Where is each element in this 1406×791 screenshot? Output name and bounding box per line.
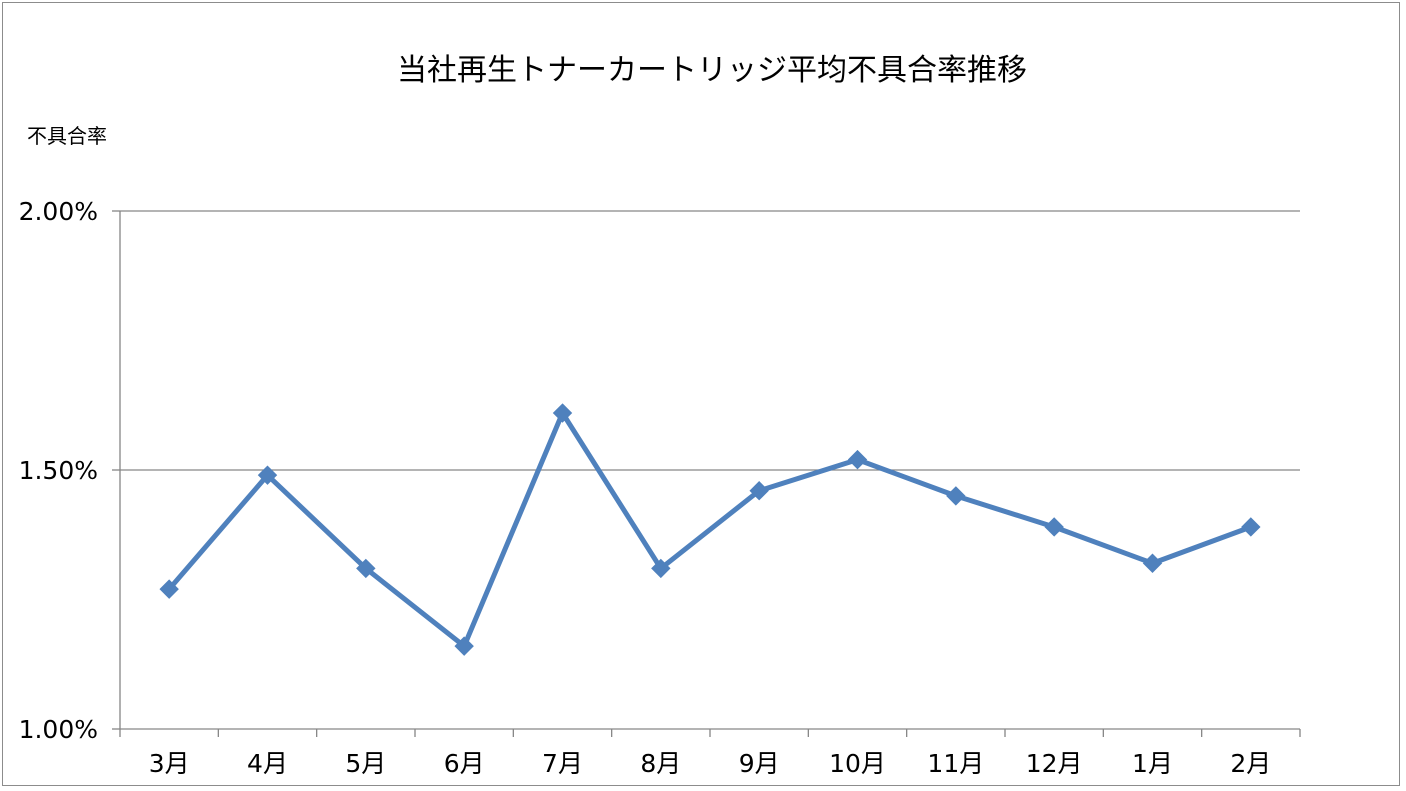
data-series [159, 403, 1261, 656]
data-point-marker [1241, 517, 1261, 537]
y-tick-label: 1.50% [19, 456, 98, 485]
data-point-marker [847, 449, 868, 470]
x-tick-label: 11月 [927, 749, 984, 778]
x-tick-labels: 3月 4月 5月 6月 7月 8月 9月 10月 11月 12月 1月 2月 [149, 749, 1272, 778]
x-tick-label: 12月 [1026, 749, 1083, 778]
data-point-marker [1044, 517, 1064, 537]
data-point-marker [356, 558, 376, 579]
axes [112, 210, 1301, 737]
x-tick-label: 2月 [1230, 749, 1271, 778]
y-tick-label: 2.00% [19, 197, 98, 226]
series-line [166, 410, 1254, 649]
data-point-marker [749, 481, 769, 501]
data-point-marker [159, 579, 179, 599]
data-point-marker [1142, 553, 1163, 573]
x-tick-label: 8月 [640, 749, 681, 778]
x-tick-label: 4月 [247, 749, 288, 778]
x-tick-label: 3月 [149, 749, 190, 778]
x-tick-label: 5月 [345, 749, 386, 778]
data-point-marker [651, 558, 671, 579]
y-axis-label: 不具合率 [27, 124, 107, 148]
data-point-marker [257, 465, 278, 485]
data-point-marker [552, 403, 573, 423]
x-tick-label: 7月 [542, 749, 583, 778]
x-tick-label: 10月 [829, 749, 886, 778]
y-tick-labels: 1.00% 1.50% 2.00% [19, 197, 98, 744]
chart-title: 当社再生トナーカートリッジ平均不具合率推移 [397, 53, 1027, 88]
gridlines [120, 210, 1300, 471]
x-tick-label: 9月 [739, 749, 780, 778]
data-point-marker [946, 486, 966, 506]
data-point-marker [454, 636, 474, 656]
y-tick-label: 1.00% [19, 715, 98, 744]
x-tick-label: 6月 [444, 749, 485, 778]
x-tick-label: 1月 [1132, 749, 1173, 778]
